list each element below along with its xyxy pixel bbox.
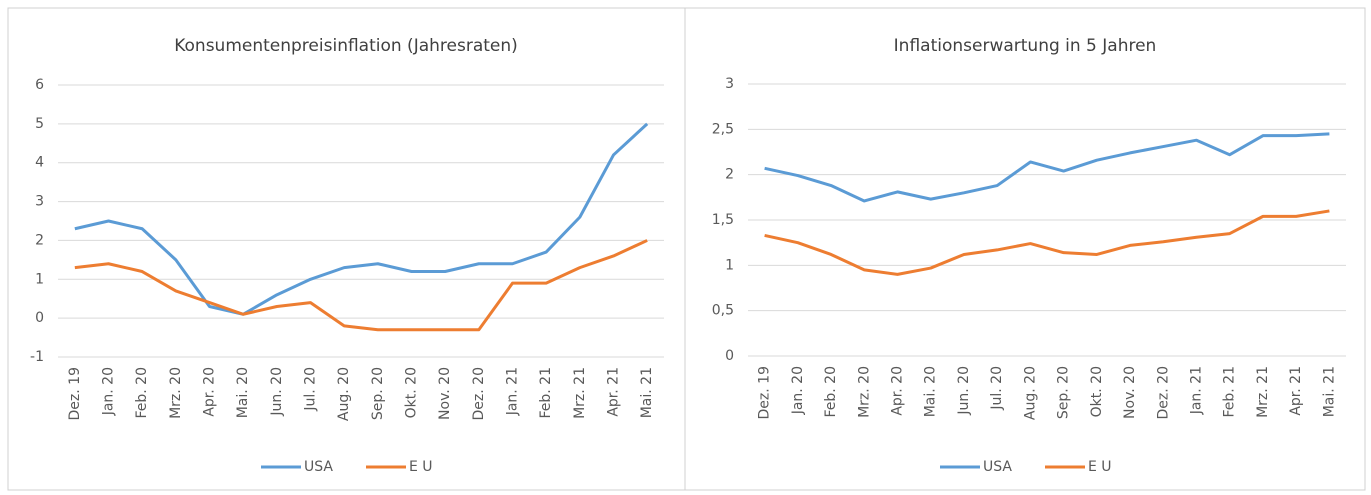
legend-label: USA: [983, 459, 1012, 475]
x-tick-label: Okt. 20: [1089, 366, 1105, 417]
y-tick-label: 5: [35, 116, 44, 132]
x-tick-label: Apr. 20: [202, 367, 218, 417]
x-tick-label: Mrz. 20: [856, 366, 872, 418]
x-tick-label: Jan. 21: [505, 367, 521, 416]
x-tick-label: Jan. 20: [101, 367, 117, 416]
x-tick-label: Jul. 20: [303, 367, 319, 412]
x-tick-label: Jun. 20: [956, 366, 972, 416]
legend-label: E U: [409, 459, 433, 475]
x-tick-label: Jun. 20: [269, 367, 285, 417]
y-tick-label: 4: [35, 155, 44, 171]
x-tick-label: Feb. 21: [1222, 366, 1238, 418]
legend-label: USA: [304, 459, 333, 475]
x-tick-label: Feb. 20: [134, 367, 150, 419]
y-tick-label: 2: [725, 167, 734, 183]
y-tick-label: 2,5: [712, 121, 734, 137]
y-tick-label: 1: [35, 271, 44, 287]
x-tick-label: Aug. 20: [336, 367, 352, 421]
x-tick-label: Apr. 21: [1288, 366, 1304, 416]
series-line: [74, 122, 649, 316]
series-line: [74, 239, 648, 332]
chart-title: Konsumentenpreisinflation (Jahresraten): [174, 36, 518, 56]
y-tick-label: -1: [30, 349, 44, 365]
x-tick-label: Dez. 19: [67, 367, 83, 420]
y-tick-label: 0,5: [712, 303, 734, 319]
x-tick-label: Dez. 20: [1155, 366, 1171, 419]
x-tick-label: Mai. 20: [235, 367, 251, 418]
x-tick-label: Okt. 20: [404, 367, 420, 418]
x-tick-label: Mrz. 20: [168, 367, 184, 419]
chart-title: Inflationserwartung in 5 Jahren: [894, 36, 1157, 56]
legend-label: E U: [1088, 459, 1112, 475]
series-line: [764, 132, 1330, 203]
y-tick-label: 0: [725, 348, 734, 364]
x-tick-label: Mai. 21: [1321, 366, 1337, 417]
x-tick-label: Mai. 20: [923, 366, 939, 417]
x-tick-label: Sep. 20: [1056, 366, 1072, 419]
x-tick-label: Jul. 20: [989, 366, 1005, 411]
x-tick-label: Sep. 20: [370, 367, 386, 420]
y-tick-label: 1: [725, 257, 734, 273]
y-tick-label: 1,5: [712, 212, 734, 228]
x-tick-label: Feb. 20: [823, 366, 839, 418]
x-tick-label: Dez. 19: [757, 366, 773, 419]
y-tick-label: 3: [35, 194, 44, 210]
x-tick-label: Nov. 20: [437, 367, 453, 420]
x-tick-label: Feb. 21: [538, 367, 554, 419]
x-tick-label: Aug. 20: [1022, 366, 1038, 420]
x-tick-label: Apr. 20: [890, 366, 906, 416]
x-tick-label: Mrz. 21: [1255, 366, 1271, 418]
x-tick-label: Apr. 21: [606, 367, 622, 417]
x-tick-label: Dez. 20: [471, 367, 487, 420]
y-tick-label: 3: [725, 76, 734, 92]
y-tick-label: 2: [35, 232, 44, 248]
series-line: [764, 209, 1330, 276]
x-tick-label: Jan. 20: [790, 366, 806, 415]
x-tick-label: Mai. 21: [639, 367, 655, 418]
x-tick-label: Jan. 21: [1189, 366, 1205, 415]
x-tick-label: Mrz. 21: [572, 367, 588, 419]
y-tick-label: 0: [35, 310, 44, 326]
x-tick-label: Nov. 20: [1122, 366, 1138, 419]
panel-frame: [684, 7, 1366, 491]
y-tick-label: 6: [35, 77, 44, 93]
